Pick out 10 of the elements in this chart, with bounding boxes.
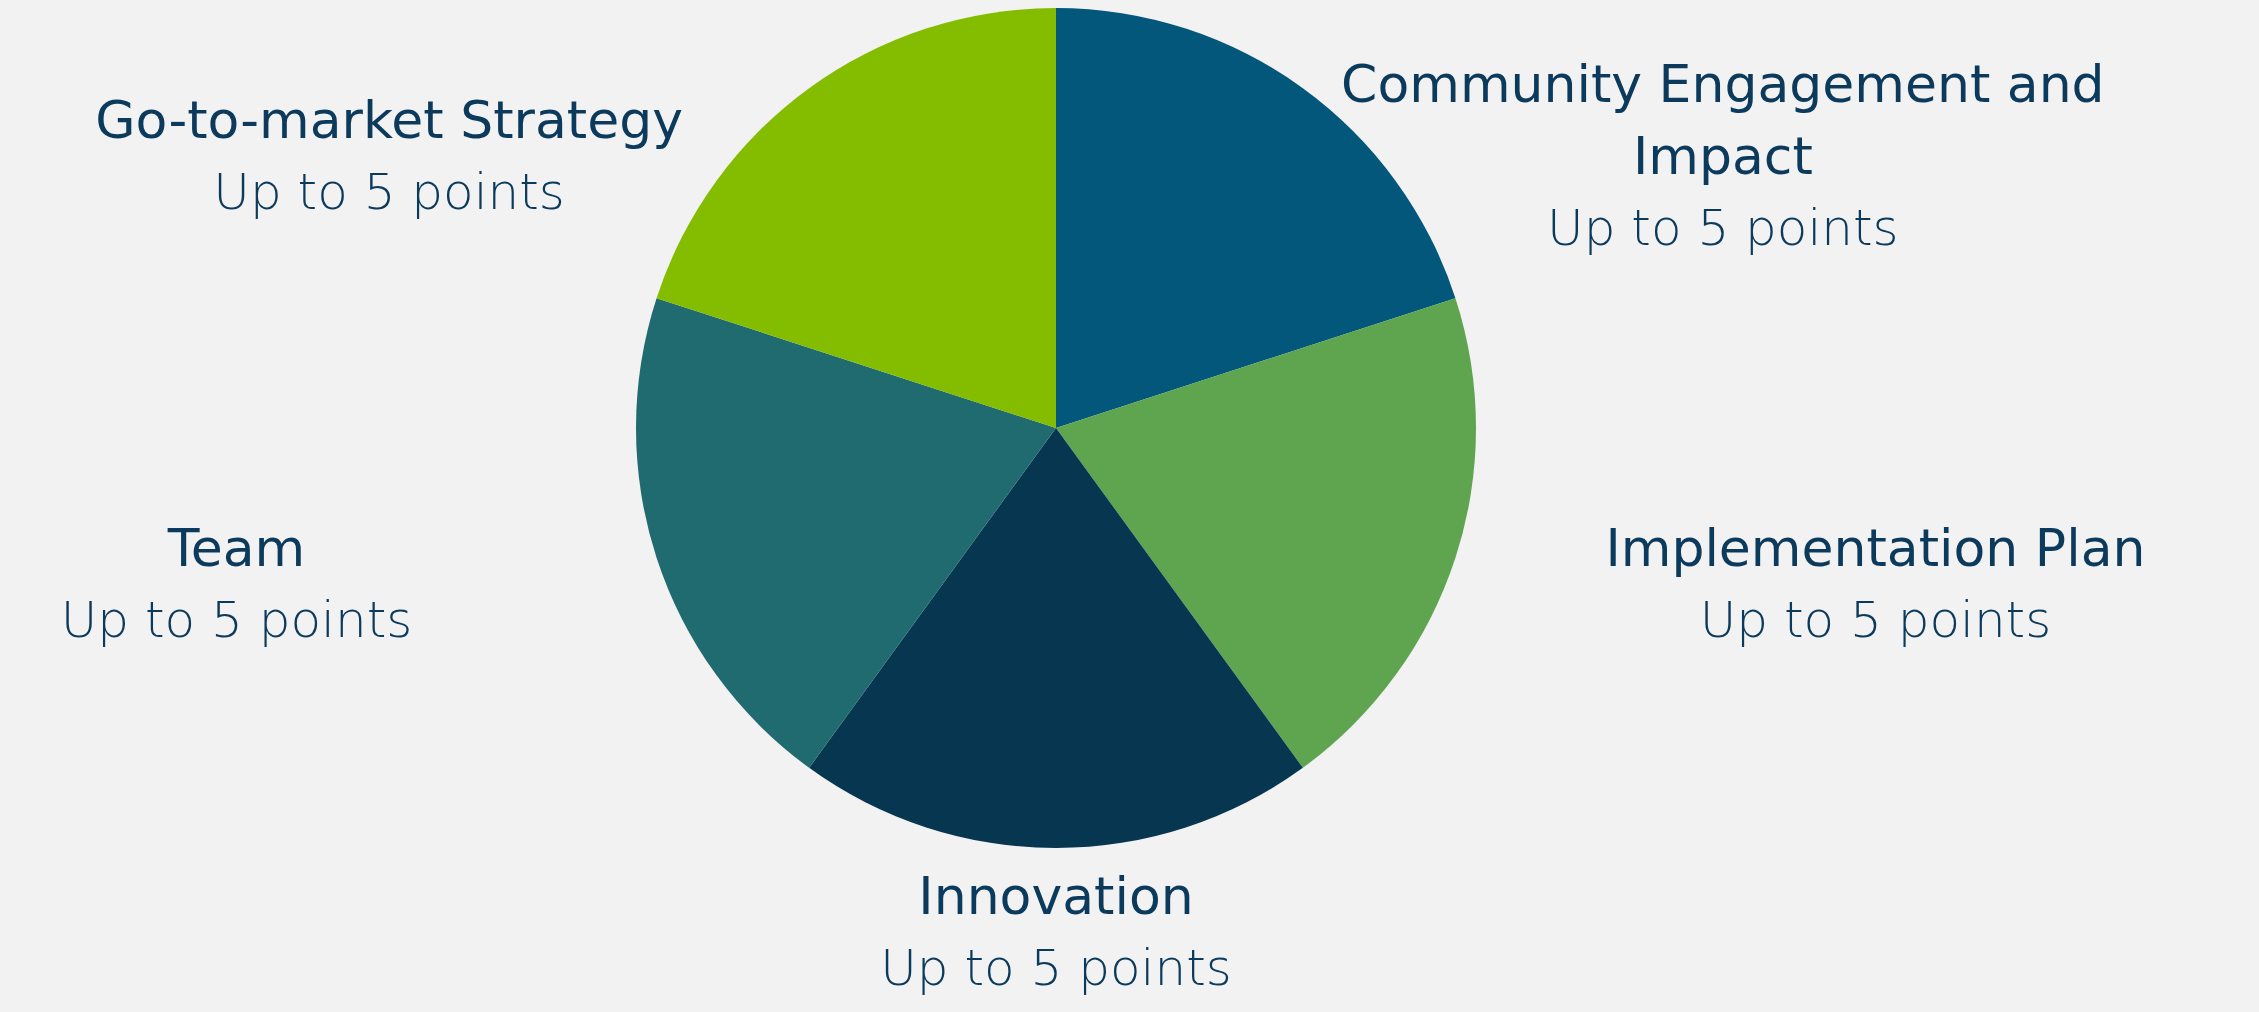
data-label: Up to 5 points [213,163,565,222]
slice-label: Team [166,517,306,578]
slice-label: Innovation [918,866,1194,926]
data-label: Up to 5 points [1699,590,2052,649]
data-label: Up to 5 points [880,939,1232,997]
slice-label: Go-to-market Strategy [95,90,683,151]
slice-label: Community Engagement and Impact [1341,54,2105,187]
slice-label: Implementation Plan [1605,517,2146,578]
data-label: Up to 5 points [60,590,413,649]
data-label: Up to 5 points [1547,199,1899,258]
